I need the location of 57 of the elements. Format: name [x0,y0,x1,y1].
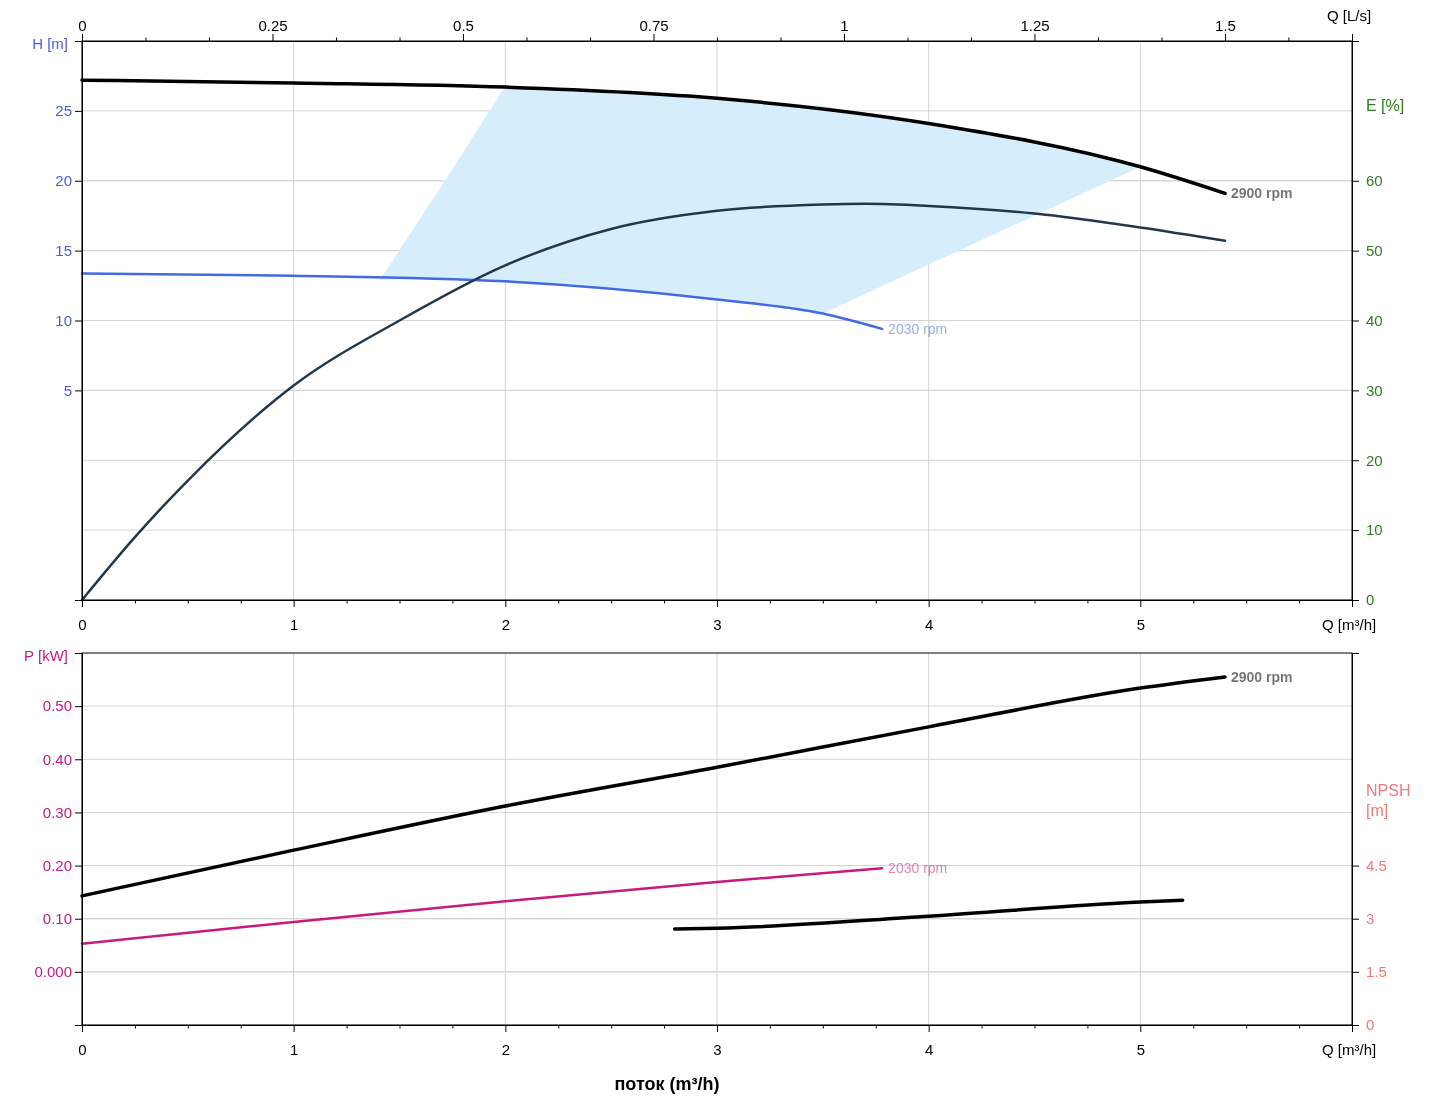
y-tick-label: 0.30 [42,803,72,821]
series-label: 2030 rpm [888,320,948,337]
line-series [80,866,884,945]
y2-tick-label: 0 [1366,591,1375,609]
y-tick-label: 25 [55,102,72,120]
x-tick-label: 0 [78,1040,87,1058]
x2-tick-label: 1.5 [1215,17,1236,34]
x-tick-label: 1 [289,615,299,633]
x2-tick-label: 0.75 [639,17,669,34]
y2-axis-title: NPSH [m] [1366,781,1411,819]
line-series [80,202,1227,602]
x-tick-label: 3 [713,1040,722,1058]
y2-tick-label: 20 [1366,451,1383,469]
x2-tick-label: 0.5 [453,17,474,34]
x2-tick-label: 1 [840,17,849,34]
y-tick-label: 10 [55,311,72,329]
x-tick-label: 3 [713,615,722,633]
y-tick-label: 20 [55,172,72,190]
y2-tick-label: 60 [1366,172,1383,190]
line-series [672,898,1185,931]
y-axis-title: P [kW] [24,647,68,664]
y-tick-label: 15 [55,241,72,259]
y2-tick-label: 1.5 [1366,963,1387,981]
y2-tick-label: 0 [1366,1016,1375,1034]
x-axis-title: Q [m³/h] [1322,1041,1377,1058]
x-tick-label: 1 [289,1040,299,1058]
x-tick-label: 4 [924,1040,934,1058]
x2-tick-label: 0 [78,17,87,34]
y2-tick-label: 10 [1366,521,1383,539]
x2-tick-label: 1.25 [1020,17,1050,34]
y2-tick-label: 40 [1366,311,1383,329]
series-label: 2900 rpm [1231,668,1293,685]
y-tick-label: 5 [63,381,72,399]
x-axis-title: Q [m³/h] [1322,616,1377,633]
x-tick-label: 0 [78,615,87,633]
series-label: 2900 rpm [1231,185,1293,202]
y-tick-label: 0.40 [42,750,72,768]
line-series [80,272,884,331]
y-tick-label: 0.20 [42,856,72,874]
y2-tick-label: 30 [1366,381,1383,399]
x-tick-label: 5 [1136,615,1146,633]
text: поток (m³/h) [614,1074,720,1094]
y2-tick-label: 50 [1366,241,1383,259]
y-tick-label: 0.10 [42,910,72,928]
y2-tick-label: 4.5 [1366,856,1387,874]
y-tick-label: 0.000 [34,963,72,981]
series-label: 2030 rpm [888,860,948,877]
y-axis-title: H [m] [32,35,68,52]
y2-axis-title: E [%] [1366,96,1405,114]
x-tick-label: 5 [1136,1040,1146,1058]
y2-tick-label: 3 [1366,910,1375,928]
x2-tick-label: 0.25 [258,17,288,34]
x2-axis-title: Q [L/s] [1327,7,1372,24]
x-tick-label: 2 [501,1040,511,1058]
y-tick-label: 0.50 [42,697,72,715]
x-tick-label: 4 [924,615,934,633]
x-tick-label: 2 [501,615,511,633]
